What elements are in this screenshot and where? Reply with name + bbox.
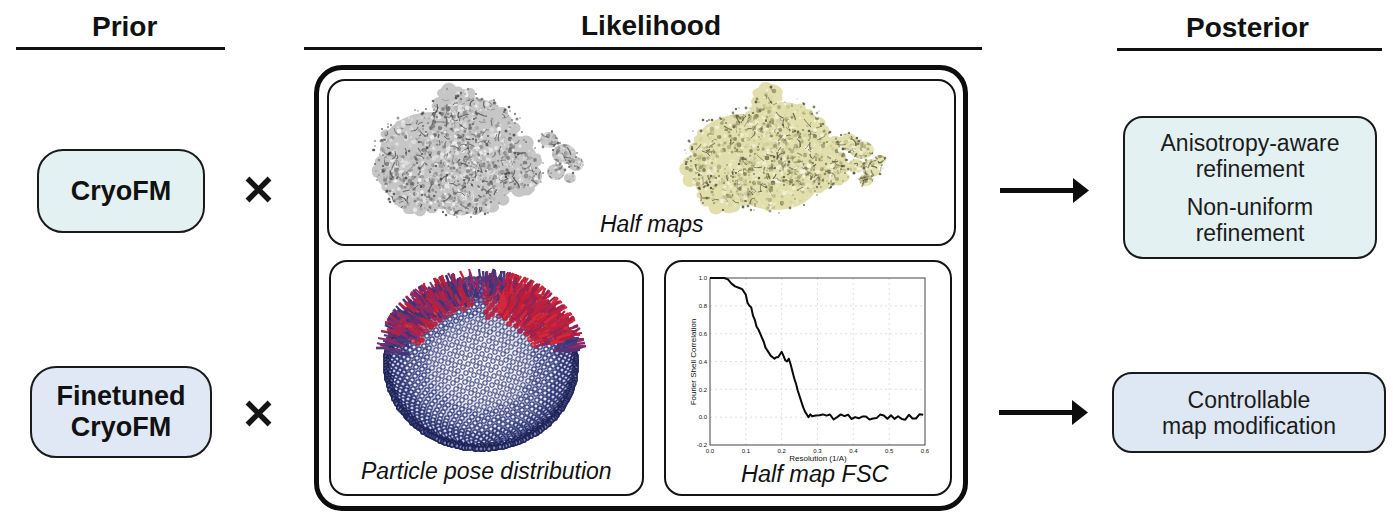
svg-text:0.2: 0.2 xyxy=(699,387,708,393)
svg-text:0.0: 0.0 xyxy=(706,448,715,454)
svg-text:0.4: 0.4 xyxy=(699,359,708,365)
svg-text:0.6: 0.6 xyxy=(699,331,708,337)
svg-text:0.0: 0.0 xyxy=(699,414,708,420)
svg-text:0.8: 0.8 xyxy=(699,303,708,309)
svg-text:0.5: 0.5 xyxy=(885,448,894,454)
svg-text:Fourier Shell Correlation: Fourier Shell Correlation xyxy=(689,319,698,406)
svg-text:1.0: 1.0 xyxy=(699,275,708,281)
svg-text:0.2: 0.2 xyxy=(778,448,787,454)
svg-text:0.6: 0.6 xyxy=(921,448,930,454)
svg-text:0.1: 0.1 xyxy=(742,448,751,454)
svg-text:0.4: 0.4 xyxy=(849,448,858,454)
